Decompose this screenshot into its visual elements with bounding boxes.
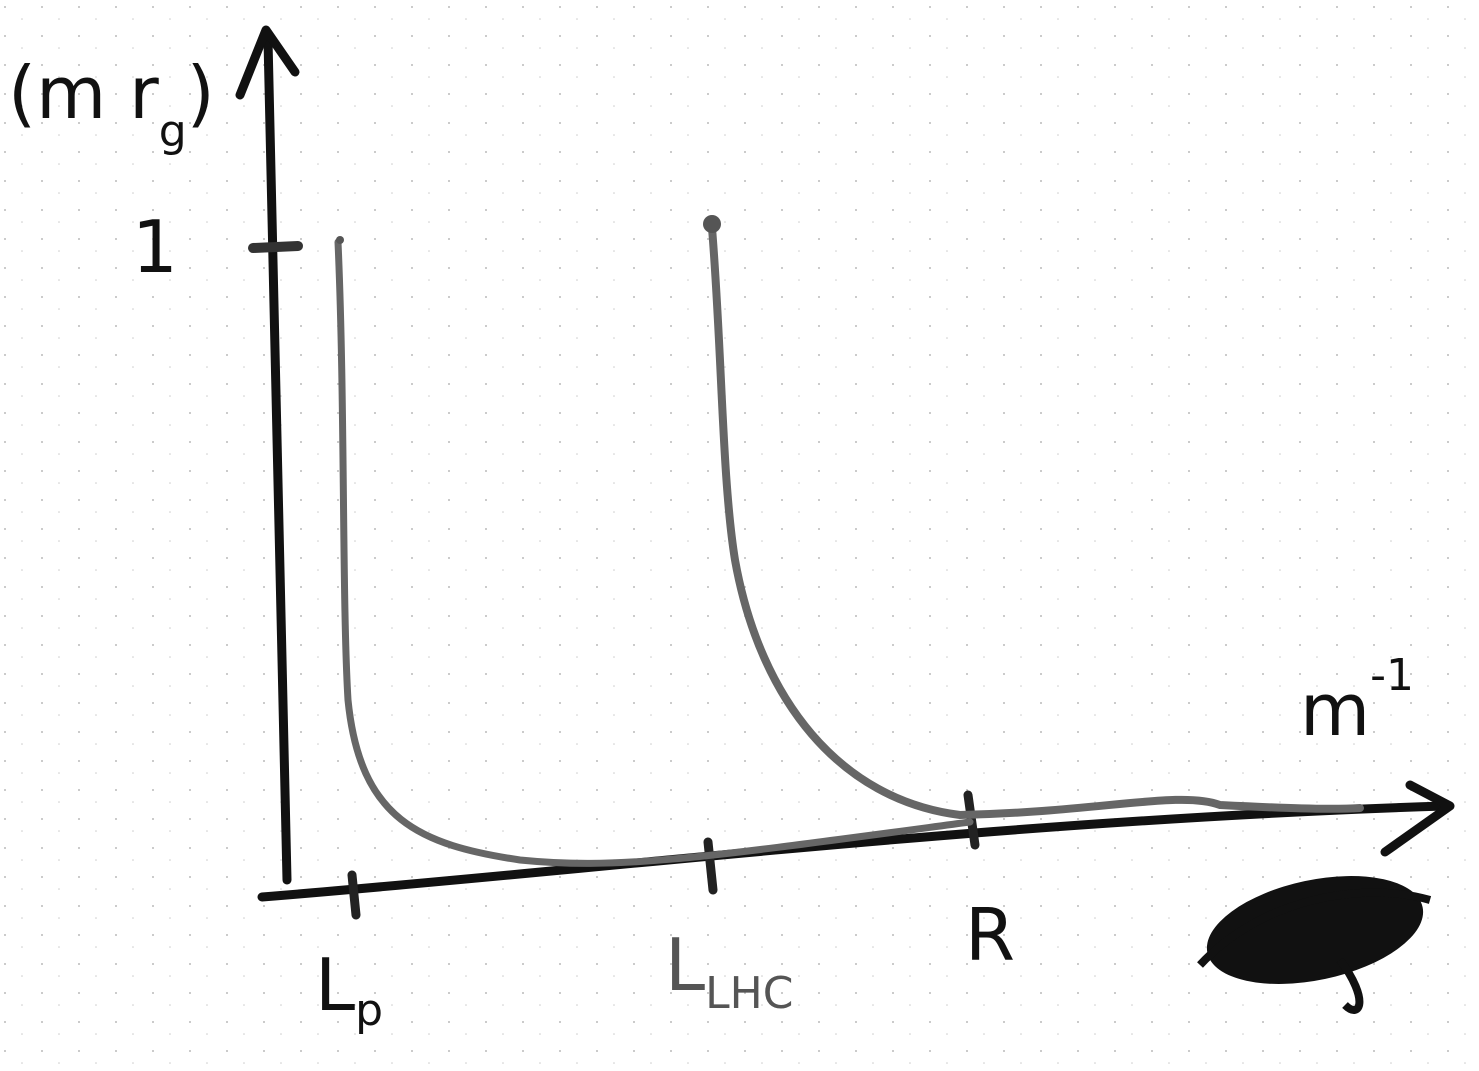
tick-text: L	[665, 923, 705, 1007]
tick-text: L	[315, 943, 355, 1027]
x-tick	[708, 842, 713, 890]
sketch: (m rg) 1 m-1 Lp LLHC R	[0, 0, 1479, 1071]
x-label-base: m	[1300, 668, 1370, 752]
page: (m rg) 1 m-1 Lp LLHC R (() => { const da…	[0, 0, 1479, 1071]
x-tick-label: R	[965, 893, 1015, 977]
x-label-sup: -1	[1370, 650, 1414, 701]
y-label-close: )	[187, 51, 215, 135]
curve-start	[336, 236, 344, 244]
y-tick-label: 1	[132, 205, 178, 289]
curve-start	[703, 215, 721, 233]
y-label-sub: g	[159, 106, 187, 157]
tick-sub: LHC	[705, 968, 793, 1019]
x-tick	[352, 875, 356, 915]
y-tick	[253, 246, 298, 248]
y-label-text: (m r	[8, 51, 159, 135]
tick-sub: p	[355, 985, 383, 1036]
